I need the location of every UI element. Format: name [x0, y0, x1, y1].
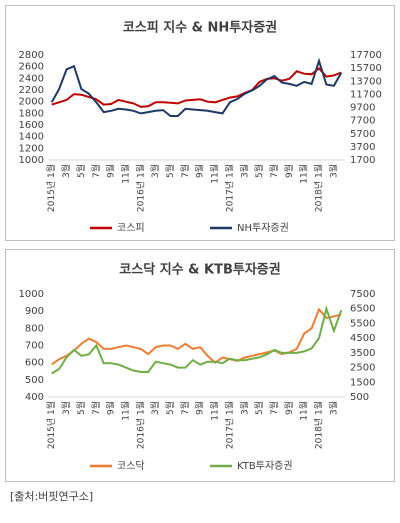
- y-tick-label: 1000: [19, 155, 44, 166]
- x-tick-label: 7월: [268, 164, 280, 178]
- y2-tick-label: 13700: [350, 76, 382, 87]
- x-tick-label: 5월: [75, 164, 87, 178]
- x-tick-label: 11월: [209, 164, 221, 184]
- y2-tick-label: 7500: [350, 289, 375, 300]
- y2-tick-label: 11700: [350, 89, 382, 100]
- x-tick-label: 9월: [194, 164, 206, 178]
- y-tick-label: 700: [25, 341, 44, 352]
- source: [출처:버핏연구소]: [10, 490, 93, 503]
- y-tick-label: 2400: [19, 73, 44, 84]
- y-tick-label: 900: [25, 306, 44, 317]
- chart-title: 코스닥 지수 & KTB투자증권: [119, 262, 280, 278]
- x-tick-label: 5월: [253, 164, 265, 178]
- x-tick-label: 3월: [238, 401, 250, 415]
- y2-tick-label: 1700: [350, 155, 375, 166]
- y-tick-label: 2800: [19, 50, 44, 61]
- chart-title: 코스피 지수 & NH투자증권: [123, 21, 277, 36]
- x-tick-label: 3월: [60, 164, 72, 178]
- y2-tick-label: 7700: [350, 116, 375, 127]
- x-tick-label: 11월: [119, 164, 131, 184]
- x-tick-label: 5월: [164, 401, 176, 415]
- x-tick-label: 3월: [238, 164, 250, 178]
- series-line: [51, 67, 342, 108]
- x-tick-label: 9월: [194, 401, 206, 415]
- x-tick-label: 9월: [105, 401, 117, 415]
- series-line: [51, 305, 343, 375]
- x-tick-label: 7월: [90, 164, 102, 178]
- y-tick-label: 2600: [19, 62, 44, 73]
- y2-tick-label: 17700: [350, 50, 382, 61]
- y-tick-label: 600: [25, 358, 44, 369]
- chart-frame: [5, 5, 395, 241]
- y-tick-label: 1000: [19, 289, 44, 300]
- x-tick-label: 9월: [105, 164, 117, 178]
- legend-label: NH투자증권: [237, 222, 289, 234]
- x-tick-label: 7월: [179, 401, 191, 415]
- y-tick-label: 400: [25, 392, 44, 403]
- y-tick-label: 1800: [19, 108, 44, 119]
- x-tick-label: 5월: [75, 401, 87, 415]
- y-tick-label: 1600: [19, 120, 44, 131]
- y-tick-label: 1200: [19, 143, 44, 154]
- x-tick-label: 3월: [327, 164, 339, 178]
- y2-tick-label: 6500: [350, 304, 375, 315]
- y-tick-label: 800: [25, 323, 44, 334]
- y2-tick-label: 500: [350, 392, 369, 403]
- x-tick-label: 3월: [149, 401, 161, 415]
- x-tick-label: 3월: [327, 401, 339, 415]
- x-tick-label: 2015년 1월: [45, 164, 57, 212]
- x-tick-label: 7월: [268, 401, 280, 415]
- y2-tick-label: 1500: [350, 377, 375, 388]
- x-tick-label: 11월: [298, 164, 310, 184]
- y-tick-label: 500: [25, 375, 44, 386]
- y2-tick-label: 2500: [350, 363, 375, 374]
- series-line: [50, 57, 343, 117]
- x-tick-label: 2018년 1월: [313, 164, 325, 212]
- x-tick-label: 11월: [298, 401, 310, 421]
- x-tick-label: 2017년 1월: [223, 164, 235, 212]
- series-line: [51, 307, 342, 366]
- x-tick-label: 2015년 1월: [45, 401, 57, 449]
- x-tick-label: 5월: [164, 164, 176, 178]
- x-tick-label: 2016년 1월: [134, 401, 146, 449]
- x-tick-label: 7월: [90, 401, 102, 415]
- legend-label: 코스피: [117, 222, 145, 234]
- x-tick-label: 3월: [60, 401, 72, 415]
- x-tick-label: 2018년 1월: [313, 401, 325, 449]
- y2-tick-label: 15700: [350, 63, 382, 74]
- y2-tick-label: 9700: [350, 103, 375, 114]
- x-tick-label: 9월: [283, 401, 295, 415]
- y2-tick-label: 3700: [350, 142, 375, 153]
- x-tick-label: 3월: [149, 164, 161, 178]
- x-tick-label: 7월: [179, 164, 191, 178]
- y-tick-label: 1400: [19, 132, 44, 143]
- x-tick-label: 2016년 1월: [134, 164, 146, 212]
- x-tick-label: 11월: [119, 401, 131, 421]
- y-tick-label: 2200: [19, 85, 44, 96]
- x-tick-label: 11월: [209, 401, 221, 421]
- y2-tick-label: 3500: [350, 348, 375, 359]
- x-tick-label: 5월: [253, 401, 265, 415]
- y-tick-label: 2000: [19, 97, 44, 108]
- x-tick-label: 9월: [283, 164, 295, 178]
- y2-tick-label: 4500: [350, 333, 375, 344]
- y2-tick-label: 5700: [350, 129, 375, 140]
- legend-label: 코스닥: [117, 460, 145, 472]
- legend-label: KTB투자증권: [237, 460, 293, 472]
- x-tick-label: 2017년 1월: [223, 401, 235, 449]
- y2-tick-label: 5500: [350, 318, 375, 329]
